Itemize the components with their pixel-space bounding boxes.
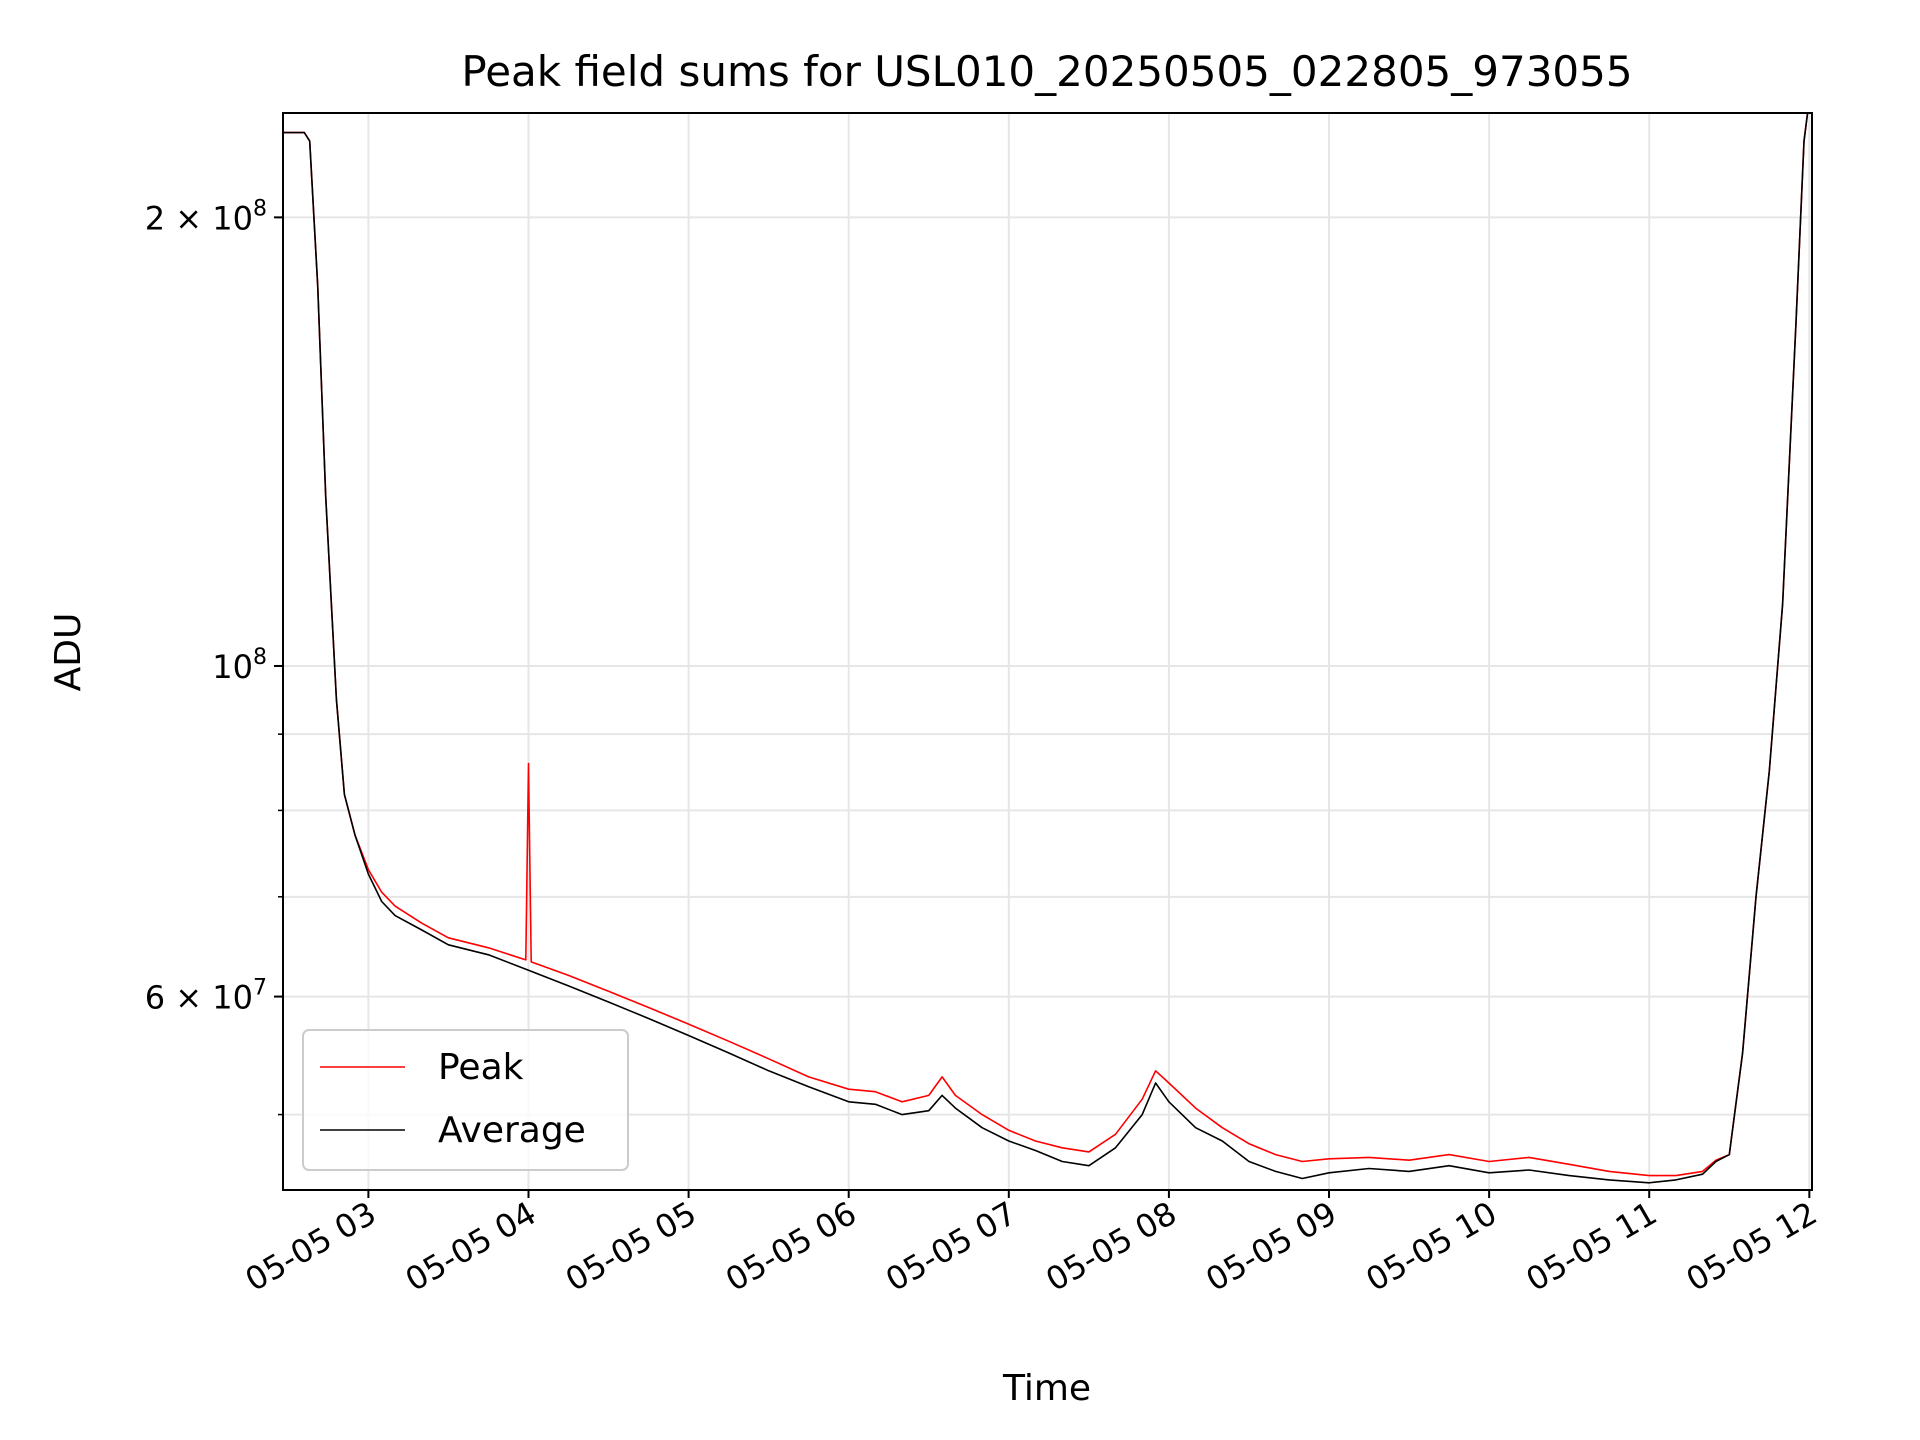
y-tick-label-exponent: 7: [253, 976, 267, 1001]
legend-label-average: Average: [438, 1110, 586, 1151]
y-tick-label-base: 10: [212, 648, 253, 686]
series-line-peak: [283, 113, 1809, 1177]
y-tick-label-base: 6 × 10: [145, 979, 253, 1017]
chart-title: Peak field sums for USL010_20250505_0228…: [461, 47, 1632, 96]
x-axis-title: Time: [1002, 1368, 1091, 1409]
y-tick-label-exponent: 8: [253, 645, 267, 670]
plot-area-frame: [282, 112, 1813, 1191]
legend-label-peak: Peak: [438, 1047, 524, 1088]
grid: [283, 113, 1812, 1190]
y-tick-label: 6 × 107: [145, 976, 267, 1017]
y-tick-label: 2 × 108: [145, 196, 267, 237]
legend-box: [302, 1029, 629, 1171]
y-tick-label: 108: [212, 645, 267, 686]
y-tick-label-base: 2 × 10: [145, 199, 253, 237]
y-axis-title: ADU: [48, 613, 89, 692]
y-tick-label-exponent: 8: [253, 196, 267, 221]
legend: Peak Average: [302, 1029, 629, 1171]
series-lines: [283, 113, 1809, 1184]
series-line-average: [283, 113, 1809, 1184]
